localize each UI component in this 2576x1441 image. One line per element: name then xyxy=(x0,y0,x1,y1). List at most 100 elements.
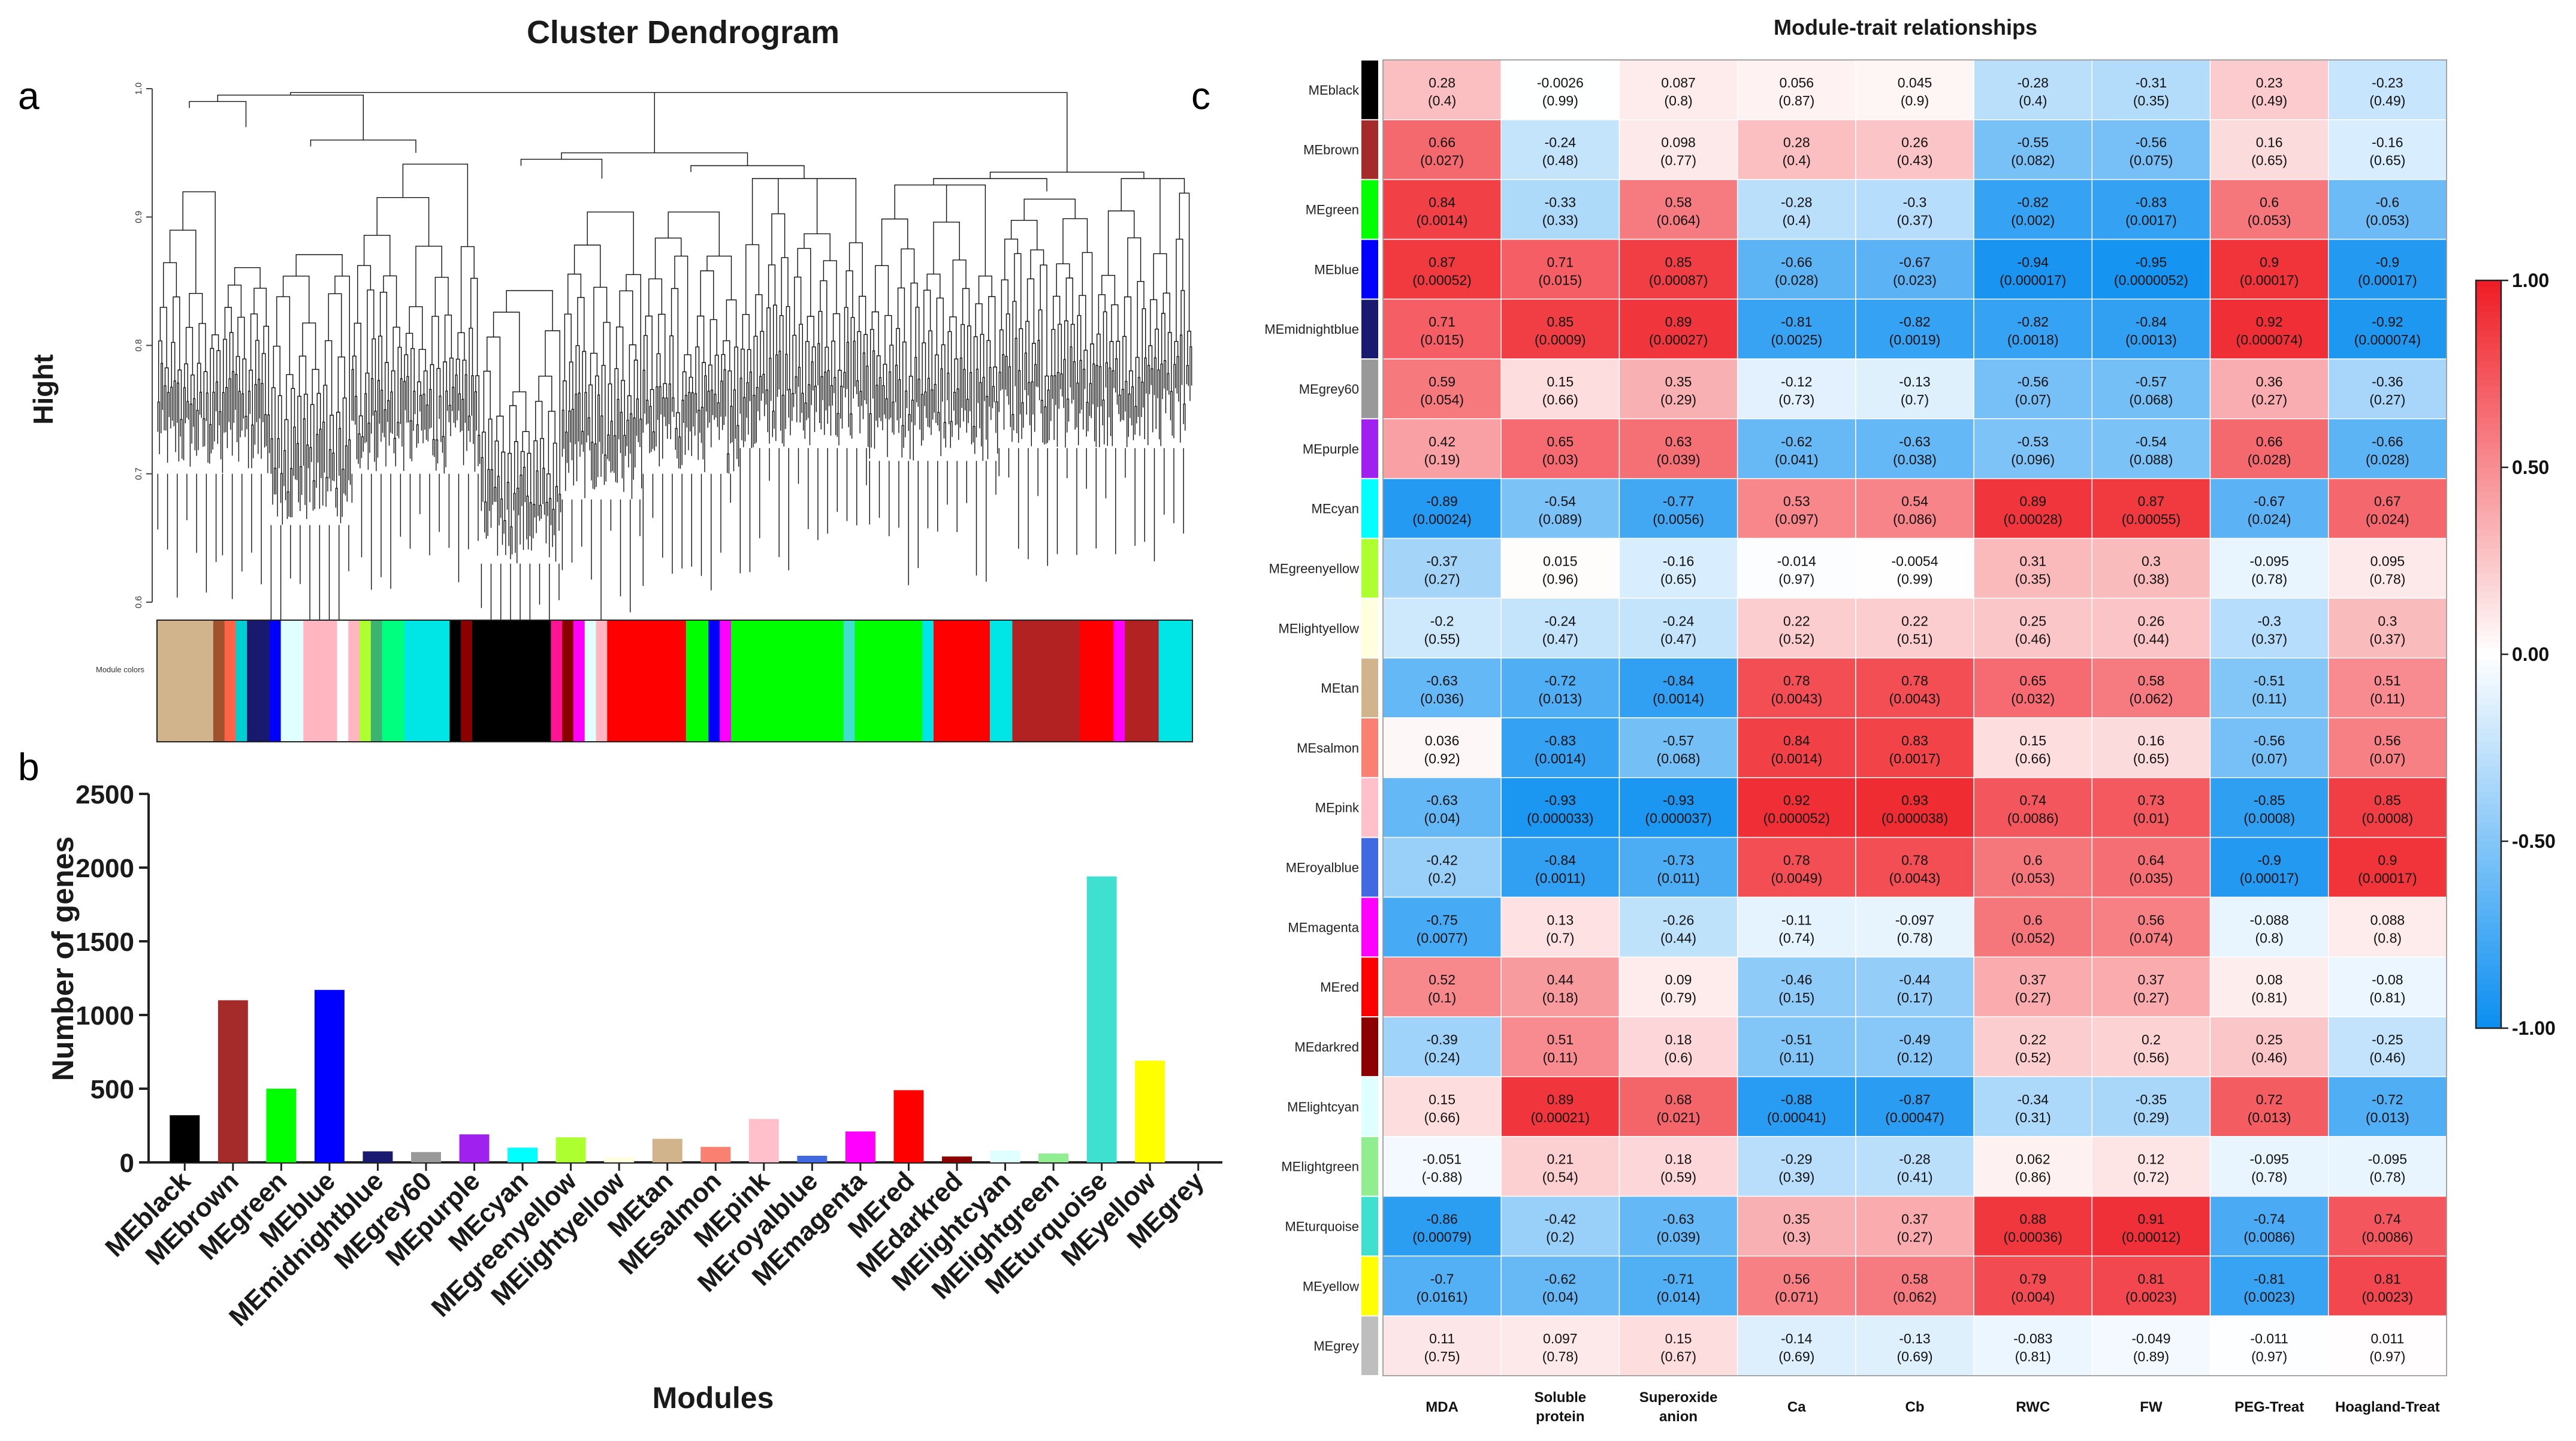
heatmap-cell xyxy=(1382,1255,1502,1316)
heatmap-cell-value: 0.088 xyxy=(2370,912,2405,928)
heatmap-cell-pvalue: (0.27) xyxy=(1896,1229,1932,1244)
heatmap-row-swatch-MElightcyan xyxy=(1361,1077,1378,1136)
colorbar-step xyxy=(2476,355,2501,362)
colorbar-step xyxy=(2476,629,2501,636)
heatmap-cell-pvalue: (0.00017) xyxy=(2358,871,2417,886)
heatmap-cell-value: -0.81 xyxy=(2254,1271,2285,1286)
heatmap-cell-pvalue: (0.81) xyxy=(2015,1349,2051,1364)
heatmap-cell-value: 0.42 xyxy=(1429,434,1455,449)
heatmap-cell-value: 0.84 xyxy=(1783,733,1810,748)
heatmap-cell-pvalue: (0.062) xyxy=(2130,691,2173,706)
heatmap-cell-pvalue: (0.65) xyxy=(2251,153,2287,168)
heatmap-row-label: MEbrown xyxy=(1303,143,1359,158)
heatmap-cell-value: -0.72 xyxy=(1545,673,1576,688)
heatmap-cell-pvalue: (0.8) xyxy=(2373,930,2402,945)
colorbar-step xyxy=(2476,853,2501,861)
heatmap-cell-pvalue: (0.038) xyxy=(1893,452,1937,467)
heatmap-cell xyxy=(1737,418,1856,479)
heatmap-cell-value: -0.31 xyxy=(2136,75,2167,90)
heatmap-column-label: MDA xyxy=(1426,1399,1458,1415)
heatmap-cell-pvalue: (0.014) xyxy=(1657,1289,1701,1304)
colorbar-step xyxy=(2476,398,2501,406)
heatmap-cell xyxy=(1973,1016,2093,1077)
heatmap-row-labels: MEblack MEbrown MEgreen MEblue MEmidnightblu… xyxy=(1264,83,1360,1354)
heatmap-cell-value: 0.89 xyxy=(1547,1092,1574,1107)
heatmap-cell-pvalue: (0.43) xyxy=(1896,153,1932,168)
heatmap-cell-pvalue: (0.4) xyxy=(1783,153,1811,168)
colorbar-tick-label: 1.00 xyxy=(2512,270,2549,291)
heatmap-cell xyxy=(2209,1255,2329,1316)
heatmap-cell-value: -0.82 xyxy=(1899,314,1930,330)
heatmap-cell xyxy=(1855,657,1974,718)
colorbar-step xyxy=(2476,361,2501,368)
heatmap-cell-value: -0.25 xyxy=(2372,1032,2403,1047)
heatmap-cell-value: -0.6 xyxy=(2376,195,2400,210)
heatmap-cell xyxy=(2328,896,2447,958)
heatmap-cell-value: -0.85 xyxy=(2254,793,2285,808)
heatmap-cell-value: -0.083 xyxy=(2013,1331,2052,1346)
heatmap-cell-value: 0.011 xyxy=(2370,1331,2404,1346)
heatmap-column-label-line1: Soluble xyxy=(1534,1389,1586,1406)
heatmap-cell-value: 0.28 xyxy=(1783,135,1810,150)
colorbar-step xyxy=(2476,536,2501,543)
heatmap-cell-value: -0.88 xyxy=(1781,1092,1812,1107)
heatmap-cell xyxy=(1382,119,1502,180)
heatmap-cell-value: -0.049 xyxy=(2131,1331,2170,1346)
heatmap-cell-pvalue: (0.035) xyxy=(2130,871,2173,886)
colorbar-step xyxy=(2476,691,2501,699)
heatmap-cell-value: -0.63 xyxy=(1663,1211,1694,1226)
module-color-segment xyxy=(269,620,282,742)
bar-chart-y-tick-label: 1500 xyxy=(76,928,134,957)
heatmap-cell-pvalue: (0.0009) xyxy=(1535,332,1586,348)
bar-chart-y-tick-label: 500 xyxy=(90,1075,134,1104)
heatmap-cell xyxy=(1500,537,1620,599)
heatmap-cell-value: -0.36 xyxy=(2372,374,2403,389)
colorbar-step xyxy=(2476,392,2501,400)
heatmap-cell-pvalue: (0.015) xyxy=(1420,332,1464,348)
heatmap-cell-pvalue: (0.65) xyxy=(2133,751,2169,766)
heatmap-cell-pvalue: (0.0000052) xyxy=(2114,272,2188,288)
heatmap-cell xyxy=(1618,777,1738,838)
heatmap-cell xyxy=(1500,119,1620,180)
colorbar-step xyxy=(2476,318,2501,325)
colorbar-step xyxy=(2476,380,2501,387)
heatmap-cells: 0.28 (0.4) -0.0026 (0.99) 0.087 (0.8) 0.056 (0.… xyxy=(1382,59,2447,1376)
heatmap-cell-pvalue: (0.79) xyxy=(1660,990,1696,1005)
colorbar-step xyxy=(2476,966,2501,973)
heatmap-cell xyxy=(1618,298,1738,360)
module-colors-label: Module colors xyxy=(96,665,144,674)
heatmap-row-label: MEgrey xyxy=(1313,1339,1359,1354)
heatmap-row-label: MEyellow xyxy=(1303,1279,1359,1294)
heatmap-cell-value: -0.92 xyxy=(2372,314,2403,330)
colorbar-step xyxy=(2476,504,2501,512)
heatmap-cell-pvalue: (0.097) xyxy=(1775,512,1819,527)
heatmap-cell xyxy=(2328,777,2447,838)
colorbar-step xyxy=(2476,660,2501,667)
heatmap-cell-value: 0.37 xyxy=(1901,1211,1928,1226)
heatmap-cell xyxy=(1973,597,2093,658)
colorbar-step xyxy=(2476,642,2501,649)
bar-chart-y-tick-label: 2000 xyxy=(76,854,134,883)
heatmap-cell-pvalue: (0.00041) xyxy=(1767,1110,1826,1125)
colorbar-step xyxy=(2476,312,2501,319)
heatmap-cell-pvalue: (0.11) xyxy=(2252,691,2287,706)
heatmap-cell-value: -0.84 xyxy=(2136,314,2167,330)
heatmap-cell-pvalue: (0.17) xyxy=(1896,990,1932,1005)
heatmap-cell-pvalue: (0.66) xyxy=(1542,392,1578,407)
heatmap-cell-value: -0.24 xyxy=(1545,613,1577,629)
colorbar-step xyxy=(2476,579,2501,587)
heatmap-cell-pvalue: (0.0025) xyxy=(1771,332,1822,348)
heatmap-cell-pvalue: (0.028) xyxy=(2366,452,2409,467)
heatmap-cell-value: -0.67 xyxy=(2254,494,2285,509)
bar-MEbrown xyxy=(218,1000,248,1162)
colorbar-step xyxy=(2476,978,2501,986)
heatmap-cell-pvalue: (0.81) xyxy=(2251,990,2287,1005)
heatmap-cell-pvalue: (0.8) xyxy=(1664,93,1692,108)
heatmap-cell-value: 0.51 xyxy=(1547,1032,1574,1047)
colorbar-step xyxy=(2476,710,2501,717)
heatmap-cell-value: 0.71 xyxy=(1547,254,1574,270)
dendrogram-y-tick-label: 0.8 xyxy=(134,339,144,352)
heatmap-cell-value: 0.67 xyxy=(2374,494,2401,509)
heatmap-cell xyxy=(2091,1135,2211,1197)
heatmap-column-label-line2: protein xyxy=(1536,1409,1584,1425)
